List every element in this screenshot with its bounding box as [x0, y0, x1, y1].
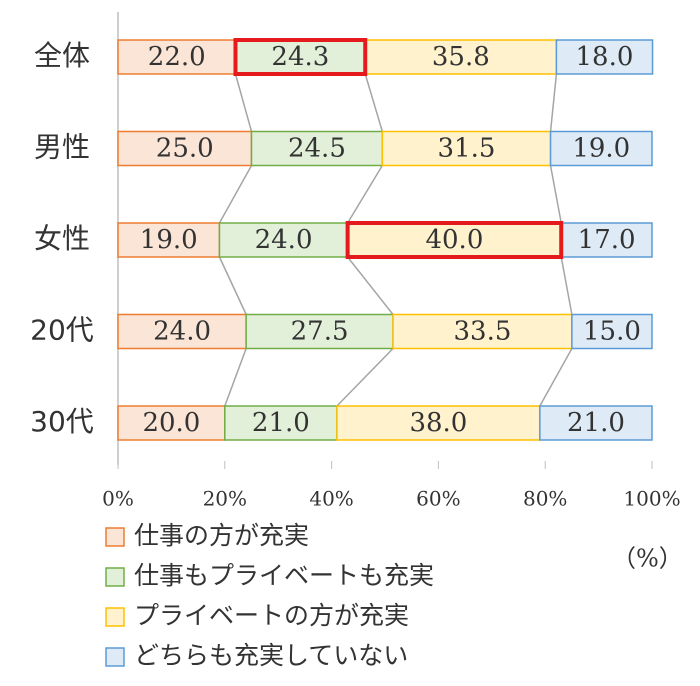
connector	[549, 73, 558, 132]
highlight-box	[233, 38, 368, 76]
connector	[346, 165, 383, 224]
bar-segment	[364, 39, 558, 75]
bar-segment	[117, 313, 247, 350]
connector	[364, 73, 384, 132]
y-tick-label: 30代	[30, 405, 94, 438]
connector	[347, 256, 394, 315]
legend-swatch	[105, 527, 125, 547]
bar-segment	[392, 313, 573, 350]
connector	[539, 348, 573, 407]
value-label: 21.0	[567, 408, 625, 438]
bar-segment	[555, 39, 654, 75]
bar-segment	[218, 222, 349, 258]
y-tick-label: 女性	[34, 222, 90, 255]
bar-segment	[549, 130, 653, 167]
bar-segment	[336, 405, 541, 441]
value-label: 20.0	[142, 408, 200, 438]
x-tick-label: 100%	[623, 487, 680, 511]
value-label: 24.0	[153, 317, 211, 347]
unit-label: （%）	[612, 545, 683, 573]
value-label: 33.5	[454, 317, 512, 347]
value-label: 38.0	[409, 408, 467, 438]
x-tick-label: 0%	[102, 487, 134, 511]
value-label: 24.5	[288, 134, 346, 164]
value-label: 17.0	[578, 225, 636, 255]
x-tick-label: 80%	[523, 487, 567, 511]
bar-segment	[560, 222, 653, 258]
connector	[218, 256, 247, 315]
legend-label: プライベートの方が充実	[134, 601, 409, 630]
value-label: 25.0	[156, 134, 214, 164]
value-label: 35.8	[432, 42, 490, 72]
bar-segment	[539, 405, 653, 441]
legend-label: 仕事もプライベートも充実	[134, 561, 434, 590]
highlight-box	[345, 221, 564, 259]
value-label: 15.0	[583, 317, 641, 347]
value-label: 24.3	[271, 42, 329, 72]
value-label: 27.5	[291, 317, 349, 347]
x-tick-label: 40%	[309, 487, 353, 511]
value-label: 31.5	[437, 134, 495, 164]
bar-segment	[346, 222, 562, 258]
connector	[224, 348, 247, 407]
value-label: 40.0	[425, 225, 483, 255]
legend-swatch	[105, 647, 125, 667]
y-tick-label: 全体	[34, 39, 90, 72]
legend-swatch	[105, 567, 125, 587]
connector	[234, 73, 253, 132]
bar-segment	[234, 39, 366, 75]
bar-segment	[571, 313, 653, 350]
connector	[549, 165, 562, 224]
bar-segment	[117, 39, 237, 75]
legend-label: 仕事の方が充実	[134, 521, 309, 550]
connector	[336, 347, 394, 407]
bar-segment	[245, 313, 394, 350]
bar-segment	[117, 130, 253, 167]
x-tick-label: 60%	[416, 487, 460, 511]
y-tick-label: 20代	[30, 314, 94, 347]
value-label: 24.0	[255, 225, 313, 255]
value-label: 21.0	[252, 408, 310, 438]
connector	[560, 256, 573, 315]
value-label: 19.0	[140, 225, 198, 255]
y-tick-label: 男性	[34, 131, 90, 164]
value-label: 22.0	[148, 42, 206, 72]
x-tick-label: 20%	[203, 487, 247, 511]
value-label: 19.0	[572, 134, 630, 164]
bar-segment	[224, 405, 338, 441]
bar-segment	[117, 405, 226, 441]
legend-label: どちらも充実していない	[134, 641, 408, 670]
bar-segment	[117, 222, 221, 258]
value-label: 18.0	[576, 42, 634, 72]
legend-swatch	[105, 607, 125, 627]
connector	[218, 165, 253, 224]
